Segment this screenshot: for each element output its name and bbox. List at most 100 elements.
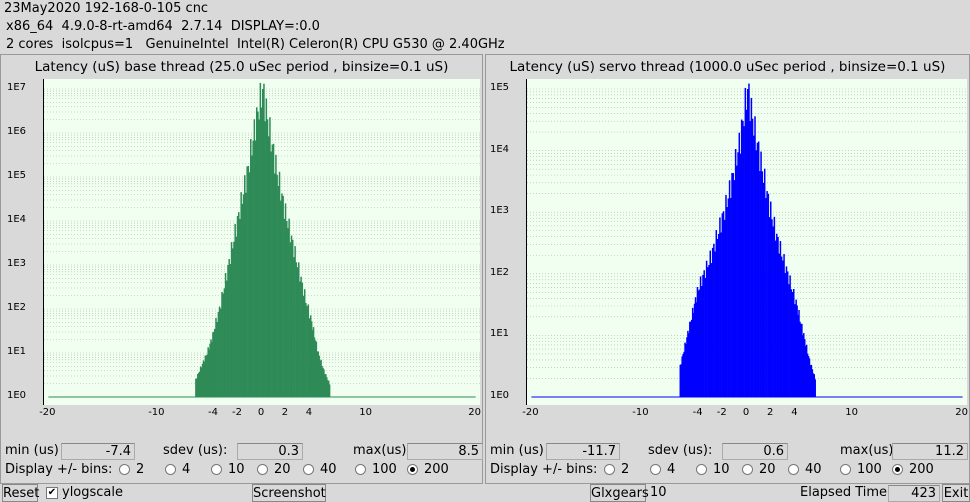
base-histogram-bar — [228, 259, 230, 397]
base-histogram-bar — [282, 195, 284, 397]
servo-histogram-bar — [785, 266, 788, 397]
base-histogram-bar — [306, 306, 308, 397]
base-bins-radio-40[interactable]: 40 — [303, 462, 337, 477]
servo-chart-title: Latency (uS) servo thread (1000.0 uSec p… — [509, 59, 946, 75]
base-histogram-bar — [267, 136, 270, 397]
servo-histogram-bar — [756, 142, 759, 397]
servo-histogram-bar — [728, 180, 731, 397]
base-histogram-bar — [229, 263, 232, 397]
servo-histogram-bar — [796, 305, 798, 397]
glxgears-count: 10 — [650, 485, 667, 500]
servo-x-tick-label: -2 — [716, 407, 727, 418]
base-histogram-bar — [265, 98, 268, 397]
base-histogram-bar — [217, 312, 220, 397]
base-histogram-bar — [287, 228, 289, 397]
base-histogram-bar — [270, 151, 272, 397]
servo-histogram-bar — [693, 303, 696, 397]
servo-x-tick-label: 20 — [955, 407, 968, 418]
servo-bins-radio-20[interactable]: 20 — [742, 462, 776, 477]
servo-histogram-bar — [711, 247, 714, 397]
servo-bins-radio-200[interactable]: 200 — [892, 462, 934, 477]
base-histogram-bar — [327, 380, 330, 397]
base-bins-radio-4[interactable]: 4 — [165, 462, 190, 477]
base-bins-option-label: 100 — [372, 462, 397, 477]
servo-bins-radio-40[interactable]: 40 — [788, 462, 822, 477]
base-histogram-bar — [235, 236, 238, 397]
base-y-tick-label: 1E0 — [7, 390, 27, 401]
servo-histogram-bar — [792, 289, 795, 397]
servo-histogram-bar — [799, 321, 801, 397]
base-histogram-bar — [241, 203, 244, 397]
base-histogram-bar — [220, 308, 222, 397]
servo-histogram-bar — [692, 312, 695, 397]
servo-bins-radio-10[interactable]: 10 — [696, 462, 730, 477]
servo-histogram-bar — [738, 132, 741, 397]
servo-histogram-bar — [719, 217, 721, 397]
glxgears-button[interactable]: Glxgears — [590, 484, 649, 502]
servo-chart-svg — [527, 83, 967, 398]
base-x-tick-label: -2 — [232, 407, 243, 418]
base-histogram-bar — [258, 119, 260, 397]
base-histogram-bar — [309, 315, 312, 397]
base-sdev-value: 0.3 — [237, 443, 303, 460]
servo-histogram-bar — [761, 171, 764, 397]
servo-histogram-bar — [765, 198, 767, 397]
servo-histogram-bar — [742, 120, 744, 398]
servo-y-tick-label: 1E2 — [490, 266, 510, 278]
servo-histogram-bar — [780, 256, 783, 397]
exit-button[interactable]: Exit — [942, 484, 970, 502]
header-cpu: 2 cores isolcpus=1 GenuineIntel Intel(R)… — [6, 37, 505, 52]
base-bins-radio-200[interactable]: 200 — [407, 462, 449, 477]
base-bins-option-label: 2 — [136, 462, 145, 477]
servo-bins-radio-4[interactable]: 4 — [650, 462, 675, 477]
base-histogram-bar — [259, 82, 262, 397]
base-histogram-bar — [224, 273, 227, 397]
base-histogram-bar — [307, 304, 310, 397]
servo-histogram-bar — [794, 304, 796, 397]
base-histogram-bar — [273, 173, 276, 397]
servo-histogram-bar — [779, 241, 782, 397]
servo-histogram-bar — [701, 286, 703, 397]
servo-histogram-bar — [767, 193, 770, 397]
base-bins-radio-100[interactable]: 100 — [355, 462, 397, 477]
servo-histogram-bar — [801, 323, 803, 397]
servo-histogram-bar — [721, 213, 724, 397]
servo-histogram-bar — [709, 250, 711, 397]
base-histogram-bar — [232, 248, 234, 397]
servo-bins-radio-2[interactable]: 2 — [604, 462, 629, 477]
servo-bins-radio-100[interactable]: 100 — [840, 462, 882, 477]
servo-max-value: 11.2 — [892, 443, 968, 460]
base-histogram-bar — [262, 89, 264, 397]
base-histogram-bar — [223, 288, 226, 397]
base-bins-radio-20[interactable]: 20 — [257, 462, 291, 477]
radio-button-icon — [650, 464, 661, 475]
base-histogram-bar — [242, 194, 245, 397]
base-bins-radio-10[interactable]: 10 — [211, 462, 245, 477]
servo-histogram-bar — [720, 232, 722, 397]
servo-histogram-bar — [685, 344, 687, 397]
radio-button-icon — [303, 464, 314, 475]
radio-button-icon — [742, 464, 753, 475]
ylogscale-checkbox[interactable]: ✔ ylogscale — [46, 485, 123, 500]
screenshot-button[interactable]: Screenshot — [252, 484, 326, 502]
base-histogram-bar — [272, 143, 275, 397]
base-histogram-bar — [275, 154, 277, 397]
base-histogram-bar — [246, 166, 248, 397]
servo-histogram-bar — [722, 211, 725, 397]
base-histogram-bar — [266, 119, 269, 398]
base-histogram-bar — [256, 107, 258, 397]
base-histogram-bar — [277, 185, 280, 397]
servo-histogram-bar — [716, 238, 719, 397]
base-x-tick-label: 4 — [305, 407, 313, 418]
servo-histogram-bar — [814, 379, 816, 397]
servo-histogram-bar — [748, 83, 750, 398]
header-date-host: 23May2020 192-168-0-105 cnc — [4, 1, 209, 16]
base-thread-panel: Latency (uS) base thread (25.0 uSec peri… — [0, 54, 483, 484]
servo-histogram-bar — [682, 353, 684, 397]
servo-histogram-bar — [744, 87, 747, 397]
servo-y-tick-label: 1E3 — [490, 205, 510, 217]
reset-button[interactable]: Reset — [2, 484, 40, 502]
servo-histogram-bar — [760, 151, 762, 397]
base-bins-radio-2[interactable]: 2 — [119, 462, 144, 477]
base-histogram-bar — [299, 281, 301, 397]
